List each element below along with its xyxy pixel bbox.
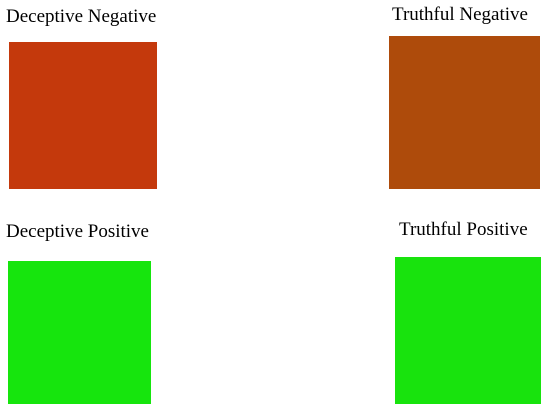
deceptive-negative-swatch (9, 42, 157, 189)
deceptive-positive-label: Deceptive Positive (6, 221, 149, 242)
truthful-negative-swatch (389, 36, 540, 189)
deceptive-negative-label: Deceptive Negative (6, 6, 157, 27)
truthful-negative-label: Truthful Negative (392, 4, 528, 25)
deceptive-positive-swatch (8, 261, 151, 404)
truthful-positive-swatch (395, 257, 541, 404)
truthful-positive-label: Truthful Positive (399, 219, 528, 240)
